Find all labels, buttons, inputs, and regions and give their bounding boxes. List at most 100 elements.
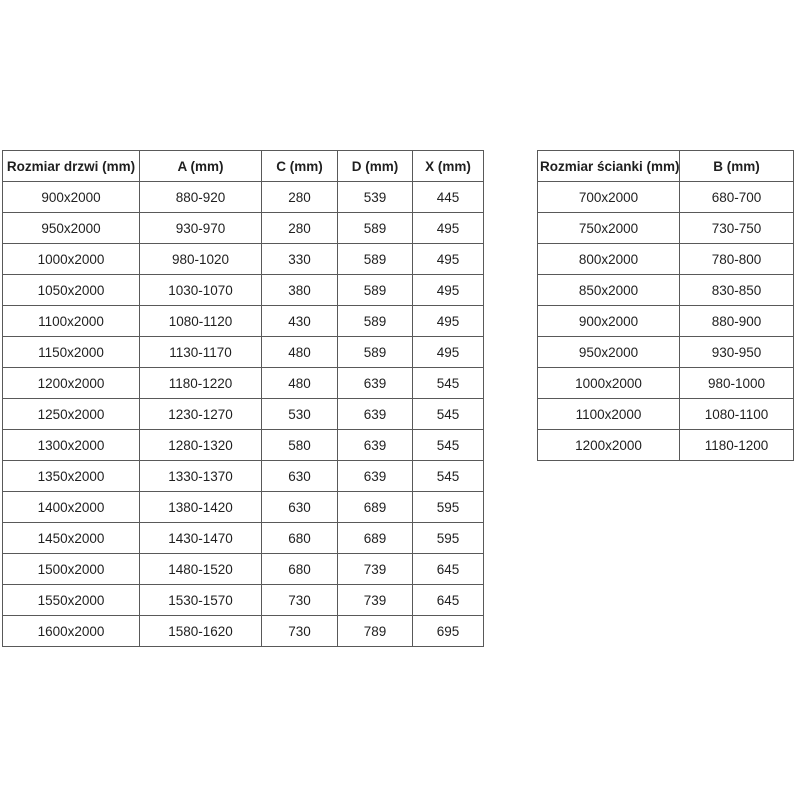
table-cell: 1250x2000 (2, 398, 140, 430)
table-cell: 639 (337, 367, 413, 399)
table-cell: 700x2000 (537, 181, 680, 213)
table-row: 1150x2000 1130-1170 480 589 495 (2, 336, 484, 368)
table-row: 950x2000 930-950 (537, 336, 794, 368)
table-row: 1100x2000 1080-1100 (537, 398, 794, 430)
table-cell: 545 (412, 367, 484, 399)
table-row: 1000x2000 980-1020 330 589 495 (2, 243, 484, 275)
table-cell: 950x2000 (537, 336, 680, 368)
table-cell: 545 (412, 460, 484, 492)
table-cell: 495 (412, 243, 484, 275)
column-header: A (mm) (139, 150, 262, 182)
table-row: 900x2000 880-900 (537, 305, 794, 337)
table-row: 1550x2000 1530-1570 730 739 645 (2, 584, 484, 616)
table-row: 1250x2000 1230-1270 530 639 545 (2, 398, 484, 430)
table-row: 1400x2000 1380-1420 630 689 595 (2, 491, 484, 523)
table-cell: 980-1020 (139, 243, 262, 275)
table-cell: 480 (261, 336, 338, 368)
table-cell: 680-700 (679, 181, 794, 213)
table-cell: 639 (337, 429, 413, 461)
table-cell: 1430-1470 (139, 522, 262, 554)
table-cell: 1600x2000 (2, 615, 140, 647)
table-cell: 1150x2000 (2, 336, 140, 368)
table-cell: 1100x2000 (537, 398, 680, 430)
header-row: Rozmiar ścianki (mm) B (mm) (537, 150, 794, 182)
table-cell: 1330-1370 (139, 460, 262, 492)
table-row: 800x2000 780-800 (537, 243, 794, 275)
table-cell: 1100x2000 (2, 305, 140, 337)
column-header: Rozmiar ścianki (mm) (537, 150, 680, 182)
table-cell: 545 (412, 429, 484, 461)
table-row: 1050x2000 1030-1070 380 589 495 (2, 274, 484, 306)
table-cell: 280 (261, 212, 338, 244)
door-size-table: Rozmiar drzwi (mm) A (mm) C (mm) D (mm) X (m… (2, 150, 484, 647)
table-row: 700x2000 680-700 (537, 181, 794, 213)
table-cell: 680 (261, 522, 338, 554)
table-cell: 1180-1220 (139, 367, 262, 399)
table-cell: 950x2000 (2, 212, 140, 244)
table-cell: 495 (412, 305, 484, 337)
table-cell: 900x2000 (2, 181, 140, 213)
table-cell: 589 (337, 305, 413, 337)
table-row: 850x2000 830-850 (537, 274, 794, 306)
table-cell: 1230-1270 (139, 398, 262, 430)
table-cell: 880-900 (679, 305, 794, 337)
table-cell: 730 (261, 615, 338, 647)
table-cell: 495 (412, 212, 484, 244)
table-cell: 789 (337, 615, 413, 647)
table-cell: 495 (412, 274, 484, 306)
table-cell: 1380-1420 (139, 491, 262, 523)
table-cell: 630 (261, 491, 338, 523)
table-cell: 1530-1570 (139, 584, 262, 616)
table-cell: 589 (337, 336, 413, 368)
table-row: 1300x2000 1280-1320 580 639 545 (2, 429, 484, 461)
table-cell: 880-920 (139, 181, 262, 213)
table-row: 1200x2000 1180-1200 (537, 429, 794, 461)
table-cell: 639 (337, 460, 413, 492)
table-cell: 1030-1070 (139, 274, 262, 306)
table-cell: 589 (337, 274, 413, 306)
table-cell: 639 (337, 398, 413, 430)
table-cell: 1580-1620 (139, 615, 262, 647)
table-cell: 900x2000 (537, 305, 680, 337)
table-cell: 689 (337, 491, 413, 523)
table-cell: 539 (337, 181, 413, 213)
table-cell: 1050x2000 (2, 274, 140, 306)
wall-size-table: Rozmiar ścianki (mm) B (mm) 700x2000 680-70… (537, 150, 794, 461)
table-cell: 480 (261, 367, 338, 399)
table-cell: 1180-1200 (679, 429, 794, 461)
table-row: 1450x2000 1430-1470 680 689 595 (2, 522, 484, 554)
table-row: 1200x2000 1180-1220 480 639 545 (2, 367, 484, 399)
table-cell: 1550x2000 (2, 584, 140, 616)
table-row: 750x2000 730-750 (537, 212, 794, 244)
table-cell: 580 (261, 429, 338, 461)
table-cell: 645 (412, 553, 484, 585)
table-cell: 780-800 (679, 243, 794, 275)
column-header: B (mm) (679, 150, 794, 182)
table-row: 1500x2000 1480-1520 680 739 645 (2, 553, 484, 585)
table-cell: 739 (337, 553, 413, 585)
table-row: 1600x2000 1580-1620 730 789 695 (2, 615, 484, 647)
table-cell: 1080-1120 (139, 305, 262, 337)
table-cell: 830-850 (679, 274, 794, 306)
table-cell: 545 (412, 398, 484, 430)
table-cell: 1350x2000 (2, 460, 140, 492)
table-cell: 730-750 (679, 212, 794, 244)
table-cell: 645 (412, 584, 484, 616)
table-cell: 689 (337, 522, 413, 554)
table-cell: 750x2000 (537, 212, 680, 244)
table-cell: 1300x2000 (2, 429, 140, 461)
table-row: 950x2000 930-970 280 589 495 (2, 212, 484, 244)
table-cell: 1400x2000 (2, 491, 140, 523)
table-cell: 800x2000 (537, 243, 680, 275)
table-cell: 495 (412, 336, 484, 368)
table-cell: 730 (261, 584, 338, 616)
table-cell: 1500x2000 (2, 553, 140, 585)
table-cell: 850x2000 (537, 274, 680, 306)
table-cell: 430 (261, 305, 338, 337)
table-cell: 1000x2000 (2, 243, 140, 275)
table-cell: 1130-1170 (139, 336, 262, 368)
table-row: 1100x2000 1080-1120 430 589 495 (2, 305, 484, 337)
column-header: D (mm) (337, 150, 413, 182)
table-cell: 1480-1520 (139, 553, 262, 585)
